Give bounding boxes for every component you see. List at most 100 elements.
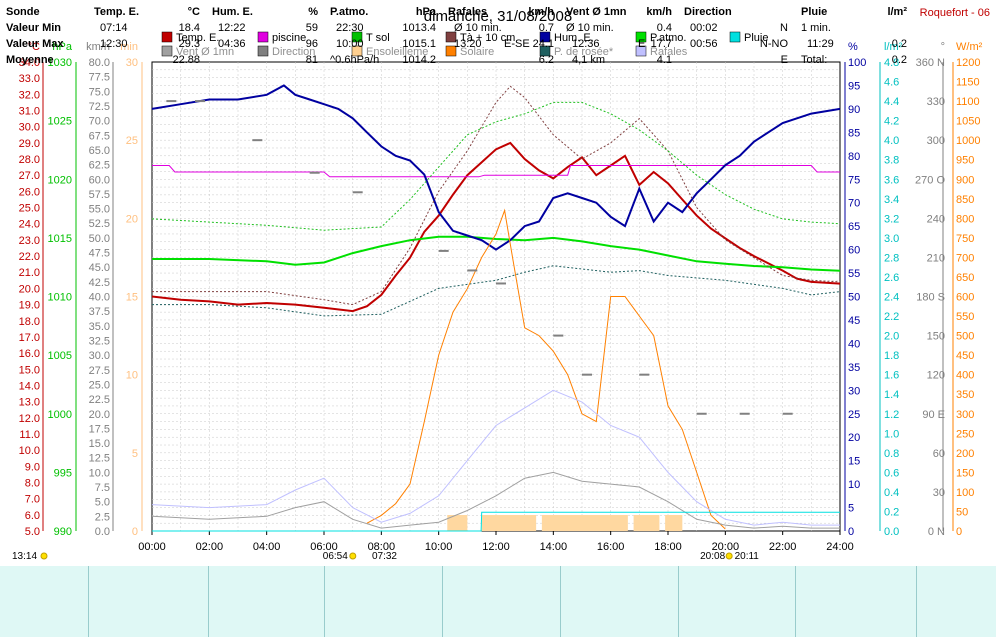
wm2-axis-tick-label: 400 [956,370,974,382]
legend-label: Solaire [460,46,494,58]
stats-pluie-time: 11:29 [807,38,834,50]
legend-label: Hum. E. [554,32,594,44]
kmh-axis-tick-label: 0.0 [95,526,110,538]
legend-label: P.atmo. [650,32,687,44]
kmh-axis-tick-label: 57.5 [89,189,110,201]
legend-swatch [635,31,647,43]
stats-rafales-max: 24.1 [532,38,554,50]
hpa-axis-tick-label: 1015 [48,233,72,245]
stats-patmo-title: P.atmo. [330,6,369,18]
temp-axis-tick-label: 18.0 [19,316,40,328]
pct-axis-tick-label: 25 [848,409,860,421]
deg-axis-tick-label: 0 N [928,526,945,538]
kmh-axis-tick-label: 7.5 [95,482,110,494]
stats-patmo-avg: 1014.2 [402,54,436,66]
series-p-de-ros-e-line [152,265,841,317]
stats-hum-min-time: 12:22 [218,22,246,34]
wm2-axis-tick-label: 550 [956,311,974,323]
kmh-axis-tick-label: 42.5 [89,277,110,289]
legend-swatch [161,45,173,57]
lm2-axis-title: l/m² [884,41,903,53]
stats-temp-min-time: 07:14 [100,22,128,34]
kmh-axis-tick-label: 55.0 [89,204,110,216]
kmh-axis-tick-label: 15.0 [89,438,110,450]
deg-axis-tick-label: 300 [927,135,945,147]
legend-label: Pluie [744,32,768,44]
x-tick-label: 06:00 [310,541,338,553]
lm2-axis-tick-label: 1.0 [884,428,899,440]
stats-direction-r1-time: 00:02 [690,22,718,34]
lm2-axis-tick-label: 0.2 [884,506,899,518]
series-t-sol-line [151,101,841,231]
stats-vent: Vent Ø 1mn km/h Ø 10 min. 0.4 12:36 E 17.7 4… [566,4,672,68]
stats-pluie: Pluie l/m² 1 min. 11:29 0.2 Total: 0.2 [801,4,907,68]
pct-axis-tick-label: 80 [848,151,860,163]
x-tick-label: 08:00 [368,541,396,553]
legend-swatch [635,45,647,57]
lm2-axis-tick-label: 3.6 [884,174,899,186]
kmh-axis-tick-label: 72.5 [89,101,110,113]
x-tick-label: 00:00 [138,541,166,553]
stats-separator [678,566,679,637]
kmh-axis-tick-label: 45.0 [89,262,110,274]
lm2-axis-tick-label: 2.4 [884,292,899,304]
lm2-axis-tick-label: 1.6 [884,370,899,382]
series-solaire-line [366,208,726,530]
temp-axis-tick-label: 7.0 [25,494,40,506]
kmh-axis-tick-label: 70.0 [89,116,110,128]
wm2-axis-tick-label: 750 [956,233,974,245]
kmh-axis-tick-label: 52.5 [89,218,110,230]
legend-swatch [257,45,269,57]
stats-patmo-max-time: 10:00 [336,38,364,50]
kmh-axis-tick-label: 75.0 [89,86,110,98]
series-rafales-line [151,389,840,526]
temp-axis-tick-label: 30.0 [19,122,40,134]
min-axis-tick-label: 10 [126,370,138,382]
deg-axis-tick-label: 330 [927,96,945,108]
legend-label: Ensoleilleme [366,46,428,58]
kmh-axis-tick-label: 10.0 [89,467,110,479]
stats-temp: Temp. E. °C 07:14 18.4 12:30 29.3 22.88 [94,4,200,68]
stats-separator [916,566,917,637]
wm2-axis-tick-label: 200 [956,448,974,460]
legend-swatch [539,45,551,57]
stats-separator [795,566,796,637]
stats-temp-avg: 22.88 [172,54,200,66]
kmh-axis-tick-label: 47.5 [89,248,110,260]
sunshine-bar [633,515,660,531]
stats-rafales-r1-value: 0.7 [538,22,554,34]
stats-patmo: P.atmo. hPa 22:30 1013.4 10:00 1015.1 ^0.6h… [330,4,436,68]
temp-axis-tick-label: 23.0 [19,235,40,247]
pct-axis-tick-label: 5 [848,503,854,515]
min-axis-tick-label: 30 [126,57,138,69]
temp-axis-tick-label: 27.0 [19,170,40,182]
hpa-axis-tick-label: 1000 [48,409,72,421]
stats-vent-distance: 4,1 km [572,54,606,66]
stats-rafales-max-dir: E-SE [504,38,530,50]
stats-temp-max-time: 12:30 [100,38,128,50]
lm2-axis-tick-label: 2.2 [884,311,899,323]
stats-vent-r1-label: Ø 10 min. [566,22,614,34]
stats-direction-avg: E [780,54,788,66]
moonrise-label: 13:14 [12,551,37,562]
stats-temp-title: Temp. E. [94,6,140,18]
civil-dawn-label: 06:54 [323,551,348,562]
kmh-axis-tick-label: 60.0 [89,174,110,186]
pct-axis-tick-label: 55 [848,268,860,280]
kmh-axis-tick-label: 27.5 [89,365,110,377]
stats-rafales-unit: km/h [528,6,554,18]
stats-pluie-total-label: Total: [801,54,828,66]
sunshine-bar [665,515,683,531]
lm2-axis-tick-label: 1.8 [884,350,899,362]
moonrise-icon [40,552,48,560]
lm2-axis-tick-label: 2.6 [884,272,899,284]
stats-separator [88,566,89,637]
stats-vent-avg: 4.1 [656,54,672,66]
stats-hum-min: 59 [305,22,318,34]
weather-chart: dimanche, 31/08/2008 Roquefort - 06 Temp. … [12,7,990,562]
lm2-axis-tick-label: 1.4 [884,389,899,401]
stats-hum-title: Hum. E. [212,6,253,18]
sunset-icon [725,552,733,560]
temp-axis-tick-label: 32.0 [19,89,40,101]
